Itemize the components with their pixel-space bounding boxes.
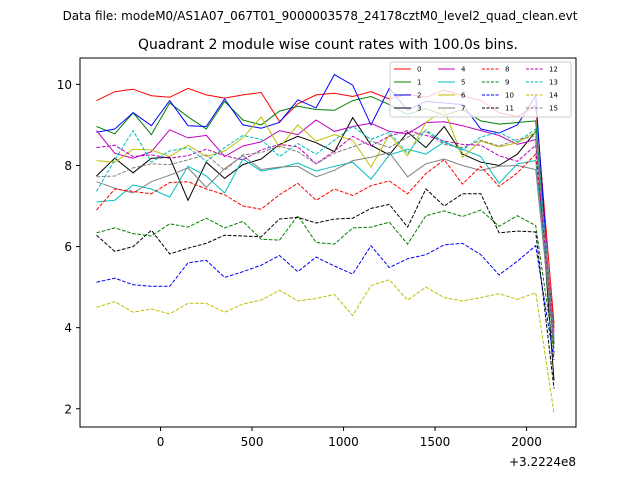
legend-label-13: 13 xyxy=(549,79,558,87)
x-offset-label: +3.2224e8 xyxy=(509,455,576,469)
y-tick-label: 10 xyxy=(57,78,72,92)
legend-label-7: 7 xyxy=(461,105,465,113)
series-line-8 xyxy=(96,152,555,328)
series-line-4 xyxy=(96,119,555,332)
series-line-11 xyxy=(96,188,555,389)
chart-suptitle: Data file: modeM0/AS1A07_067T01_90000035… xyxy=(63,9,578,23)
y-axis: 2 4 6 8 10 xyxy=(57,78,80,416)
series-line-13 xyxy=(96,125,555,336)
x-tick-label: 500 xyxy=(241,435,264,449)
x-tick-label: 1000 xyxy=(328,435,359,449)
x-tick-label: 2000 xyxy=(511,435,542,449)
legend-label-11: 11 xyxy=(505,105,514,113)
legend-label-0: 0 xyxy=(417,66,421,74)
y-tick-label: 2 xyxy=(64,402,72,416)
series-line-9 xyxy=(96,209,555,353)
x-tick-label: 0 xyxy=(157,435,165,449)
series-line-2 xyxy=(96,73,555,357)
legend-label-2: 2 xyxy=(417,92,421,100)
legend-box xyxy=(389,61,572,118)
y-tick-label: 8 xyxy=(64,159,72,173)
x-axis: 0 500 1000 1500 2000 xyxy=(157,427,542,449)
y-tick-label: 4 xyxy=(64,321,72,335)
legend-label-3: 3 xyxy=(417,105,421,113)
plot-area xyxy=(96,73,555,413)
legend-label-1: 1 xyxy=(417,79,421,87)
legend-label-6: 6 xyxy=(461,92,466,100)
series-line-12 xyxy=(96,130,555,344)
series-line-5 xyxy=(96,141,555,340)
legend-label-4: 4 xyxy=(461,66,466,74)
legend-label-12: 12 xyxy=(549,66,558,74)
series-line-6 xyxy=(96,108,555,357)
legend-label-14: 14 xyxy=(549,92,558,100)
series-line-15 xyxy=(96,130,555,340)
series-line-14 xyxy=(96,279,555,413)
y-tick-label: 6 xyxy=(64,240,72,254)
legend-label-15: 15 xyxy=(549,105,558,113)
axes-frame xyxy=(79,57,577,428)
legend-label-5: 5 xyxy=(461,79,465,87)
x-tick-label: 1500 xyxy=(420,435,451,449)
legend-label-10: 10 xyxy=(505,92,514,100)
legend-label-8: 8 xyxy=(505,66,509,74)
series-line-10 xyxy=(96,242,555,361)
chart-title: Quadrant 2 module wise count rates with … xyxy=(138,37,518,53)
legend-label-9: 9 xyxy=(505,79,509,87)
